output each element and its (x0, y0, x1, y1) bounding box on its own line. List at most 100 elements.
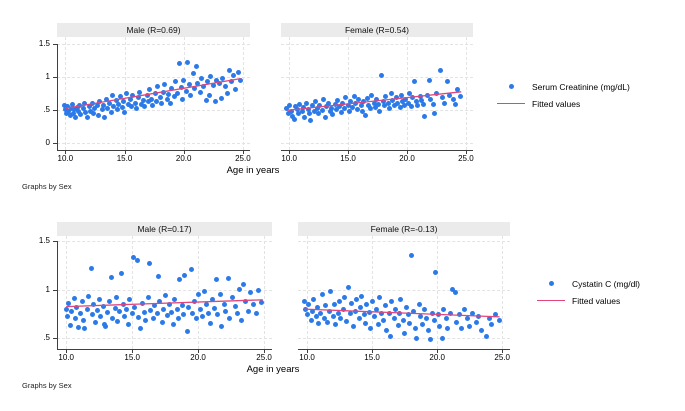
fit-line-icon (495, 103, 527, 104)
scatter-point (184, 59, 190, 65)
scatter-point (96, 296, 102, 302)
scatter-point (169, 309, 175, 315)
y-tick-label: .5 (43, 333, 50, 343)
scatter-point (216, 80, 222, 86)
fit-line-icon (535, 300, 567, 301)
scatter-point (342, 294, 348, 300)
scatter-point (142, 318, 148, 324)
scatter-point (72, 107, 78, 113)
scatter-point (124, 90, 130, 96)
h-gridline (281, 43, 473, 45)
x-tick (264, 350, 266, 353)
scatter-point (181, 312, 187, 318)
figure-cystatin-c: Male (R=0.17) Female (R=-0.13) Age in ye… (0, 205, 685, 411)
scatter-point (199, 76, 204, 82)
y-tick (53, 289, 57, 291)
y-tick (53, 338, 57, 340)
scatter-point (131, 254, 136, 260)
scatter-point (133, 105, 139, 111)
scatter-point (303, 306, 309, 312)
y-tick-label: 1 (45, 71, 50, 81)
x-tick (348, 151, 350, 154)
scatter-point (82, 326, 88, 331)
scatter-point (146, 87, 152, 93)
scatter-point (214, 277, 220, 283)
scatter-point (354, 296, 359, 302)
scatter-point (462, 306, 467, 312)
scatter-point (65, 314, 71, 320)
x-tick (307, 350, 309, 353)
scatter-point (140, 300, 146, 306)
scatter-point (352, 308, 358, 314)
y-tick-label: 1.5 (38, 235, 50, 245)
scatter-point (497, 318, 503, 324)
scatter-point (445, 326, 451, 331)
x-tick (407, 151, 408, 154)
x-tick-label: 20.0 (429, 353, 445, 362)
x-tick-label: 25.0 (235, 154, 251, 163)
scatter-point (100, 303, 106, 309)
scatter-point (430, 101, 436, 107)
scatter-point (215, 312, 221, 318)
scatter-point (368, 326, 374, 331)
v-gridline (372, 236, 374, 349)
scatter-point (439, 95, 445, 101)
scatter-point (395, 323, 401, 329)
scatter-point (432, 318, 438, 324)
scatter-point (456, 312, 462, 318)
scatter-point (367, 309, 372, 315)
scatter-point (204, 79, 210, 85)
scatter-point (304, 100, 310, 106)
scatter-point (420, 322, 426, 328)
scatter-point (155, 84, 161, 90)
y-tick (53, 109, 57, 111)
legend-item-fit: Fitted values (535, 292, 640, 309)
scatter-point (328, 109, 333, 115)
panel-title-text: Male (R=0.69) (126, 25, 181, 35)
x-tick (198, 350, 200, 353)
figure-serum-creatinine: Male (R=0.69) Female (R=0.54) Age in yea… (0, 0, 685, 205)
scatter-point (194, 316, 200, 322)
scatter-point (78, 311, 84, 317)
scatter-point (95, 112, 101, 118)
scatter-point (335, 310, 341, 316)
scatter-point (108, 275, 114, 281)
scatter-point (258, 299, 264, 305)
scatter-point (191, 298, 197, 304)
scatter-point (464, 316, 470, 322)
scatter-point (337, 298, 343, 304)
x-tick (502, 350, 504, 353)
panel-title-male-cystatin: Male (R=0.17) (57, 222, 272, 236)
scatter-point (386, 310, 392, 316)
scatter-point (326, 308, 332, 314)
scatter-point (137, 90, 143, 95)
scatter-point (331, 301, 337, 307)
v-gridline (264, 236, 266, 349)
scatter-point (434, 90, 439, 96)
scatter-point (307, 118, 313, 124)
scatter-point (172, 79, 178, 85)
scatter-point (411, 79, 417, 85)
scatter-point (176, 60, 182, 66)
scatter-point (486, 316, 492, 322)
scatter-point (346, 285, 352, 291)
scatter-point (179, 302, 185, 308)
x-tick-label: 10.0 (57, 154, 74, 163)
legend-item-series: Serum Creatinine (mg/dL) (495, 78, 630, 95)
scatter-point (195, 80, 201, 86)
scatter-point (444, 78, 450, 84)
scatter-point (87, 108, 93, 114)
y-tick (53, 43, 57, 45)
scatter-point (165, 313, 171, 319)
x-tick (465, 151, 467, 154)
scatter-point (452, 101, 458, 107)
x-tick (124, 151, 126, 154)
scatter-point (489, 322, 495, 328)
scatter-point (240, 282, 246, 288)
scatter-point (88, 265, 94, 271)
scatter-point (233, 87, 239, 93)
x-tick-label: 10.0 (281, 154, 297, 163)
scatter-point (154, 311, 160, 317)
scatter-point (431, 110, 437, 116)
h-gridline (298, 338, 510, 340)
